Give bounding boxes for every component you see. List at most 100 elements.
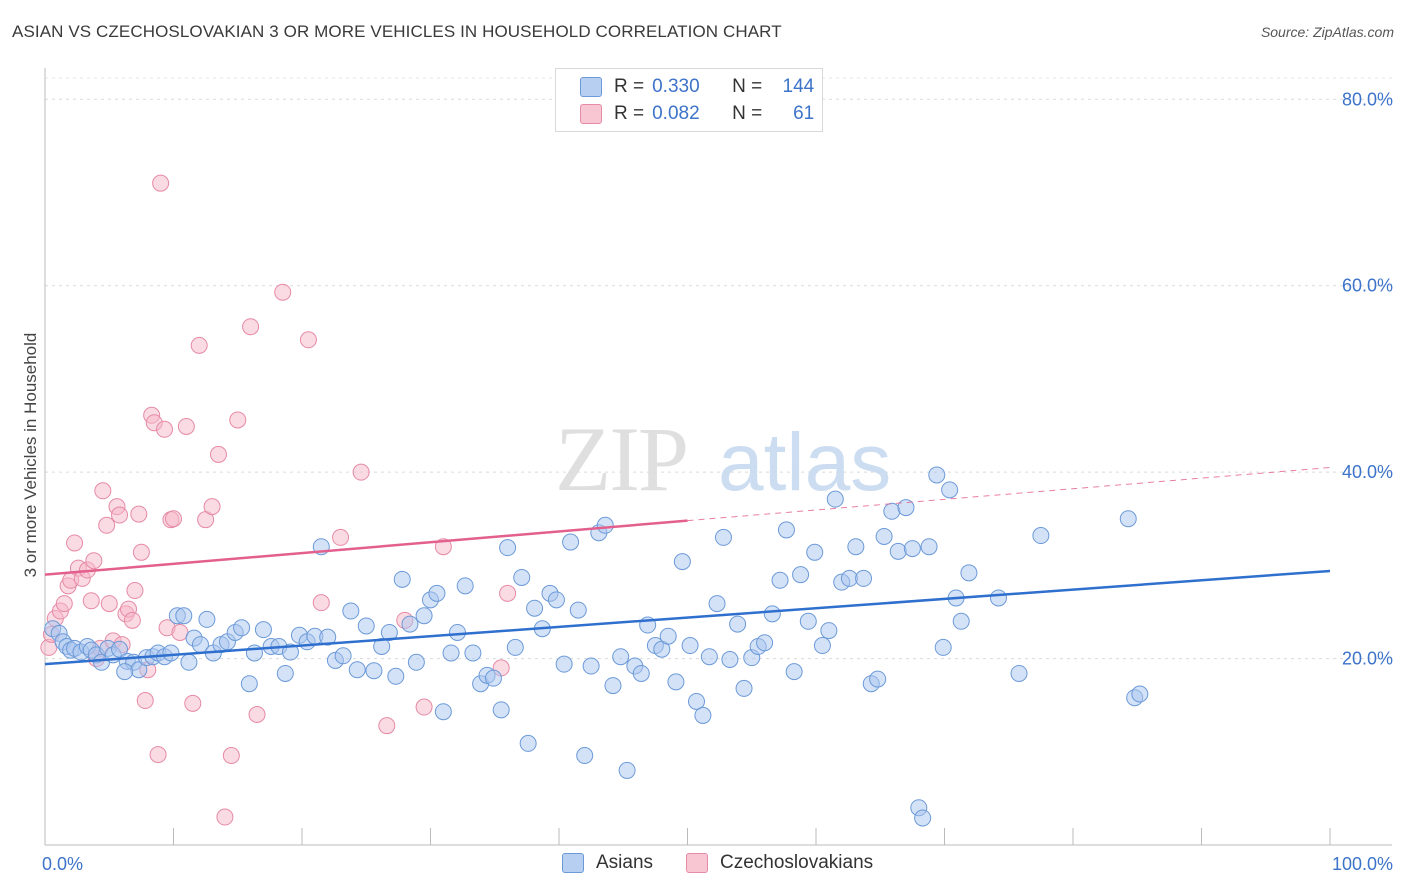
asian-point: [254, 621, 272, 639]
asian-point: [276, 664, 294, 682]
czech-point: [149, 746, 167, 764]
czech-point: [156, 420, 174, 438]
asian-point: [499, 539, 517, 557]
asian-point: [952, 612, 970, 630]
asian-point: [875, 527, 893, 545]
asian-point: [960, 564, 978, 582]
asian-point: [456, 577, 474, 595]
watermark: ZIP atlas: [555, 408, 891, 510]
x-tick-label: 100.0%: [1332, 854, 1393, 874]
asian-point: [547, 591, 565, 609]
legend-swatch-asians: [580, 77, 602, 97]
asian-point: [729, 615, 747, 633]
legend-row-asians: R = 0.330 N = 144: [580, 75, 814, 99]
asian-point: [934, 638, 952, 656]
asian-point: [632, 664, 650, 682]
asian-point: [869, 670, 887, 688]
czech-point: [82, 592, 100, 610]
asian-point: [373, 637, 391, 655]
asian-point: [484, 669, 502, 687]
legend-r-label: R =: [614, 76, 645, 97]
bottom-swatch-czech: [686, 853, 708, 873]
asian-point: [162, 644, 180, 662]
czech-point: [352, 463, 370, 481]
legend-swatch-czech: [580, 104, 602, 124]
asian-point: [1032, 527, 1050, 545]
asian-point: [387, 667, 405, 685]
asian-point: [673, 553, 691, 571]
asian-point: [401, 615, 419, 633]
asian-point: [464, 644, 482, 662]
asian-point: [415, 607, 433, 625]
asian-point: [756, 634, 774, 652]
asian-point: [342, 602, 360, 620]
asian-point: [604, 677, 622, 695]
asian-point: [393, 570, 411, 588]
czech-point: [177, 417, 195, 435]
y-tick-label: 60.0%: [1342, 276, 1393, 296]
asian-point: [903, 540, 921, 558]
asian-point: [840, 569, 858, 587]
asian-point: [820, 622, 838, 640]
asian-point: [180, 653, 198, 671]
czech-point: [332, 528, 350, 546]
asian-point: [914, 809, 932, 827]
legend-asians-n: 144: [782, 76, 815, 97]
czech-point: [171, 623, 189, 641]
czech-point: [98, 516, 116, 534]
czech-points: [40, 174, 517, 826]
czech-point: [299, 331, 317, 349]
asian-point: [442, 644, 460, 662]
legend-czech-r: 0.082: [652, 103, 700, 124]
asian-point: [1131, 685, 1149, 703]
asian-point: [513, 568, 531, 586]
grid-lines: [45, 77, 1392, 660]
asian-point: [799, 612, 817, 630]
y-axis-label: 3 or more Vehicles in Household: [21, 333, 40, 578]
y-tick-label: 20.0%: [1342, 649, 1393, 669]
czech-trend-extension: [687, 466, 1331, 522]
czech-point: [242, 318, 260, 336]
watermark-atlas: atlas: [718, 417, 891, 508]
bottom-legend-czech-label: Czechoslovakians: [720, 852, 874, 873]
czech-point: [126, 582, 144, 600]
asian-point: [582, 657, 600, 675]
asian-points: [44, 466, 1149, 827]
asian-point: [175, 607, 193, 625]
asian-point: [562, 533, 580, 551]
legend-r-label: R =: [614, 103, 645, 124]
y-tick-label: 80.0%: [1342, 89, 1393, 109]
asian-point: [920, 538, 938, 556]
bottom-legend-asians: Asians: [562, 852, 653, 874]
asian-point: [240, 675, 258, 693]
asian-point: [813, 637, 831, 655]
asian-point: [708, 595, 726, 613]
czech-point: [66, 534, 84, 552]
asian-point: [434, 703, 452, 721]
czech-point: [123, 611, 141, 629]
asian-point: [700, 648, 718, 666]
asian-point: [889, 542, 907, 560]
czech-point: [111, 506, 129, 524]
asian-point: [569, 601, 587, 619]
asian-point: [687, 692, 705, 710]
bottom-legend-czech: Czechoslovakians: [686, 852, 873, 874]
czech-point: [415, 698, 433, 716]
asian-point: [667, 673, 685, 691]
asian-point: [792, 566, 810, 584]
asian-point: [777, 521, 795, 539]
asian-point: [555, 655, 573, 673]
czech-point: [229, 411, 247, 429]
legend-asians-r: 0.330: [652, 76, 700, 97]
asian-point: [348, 661, 366, 679]
asian-point: [826, 490, 844, 508]
asian-point: [721, 651, 739, 669]
czech-point: [94, 482, 112, 500]
legend: R = 0.330 N = 144 R = 0.082 N = 61: [555, 68, 823, 132]
asian-point: [618, 761, 636, 779]
asian-point: [897, 499, 915, 517]
asian-point: [883, 502, 901, 520]
asian-point: [492, 701, 510, 719]
asian-point: [735, 679, 753, 697]
asian-point: [233, 619, 251, 637]
